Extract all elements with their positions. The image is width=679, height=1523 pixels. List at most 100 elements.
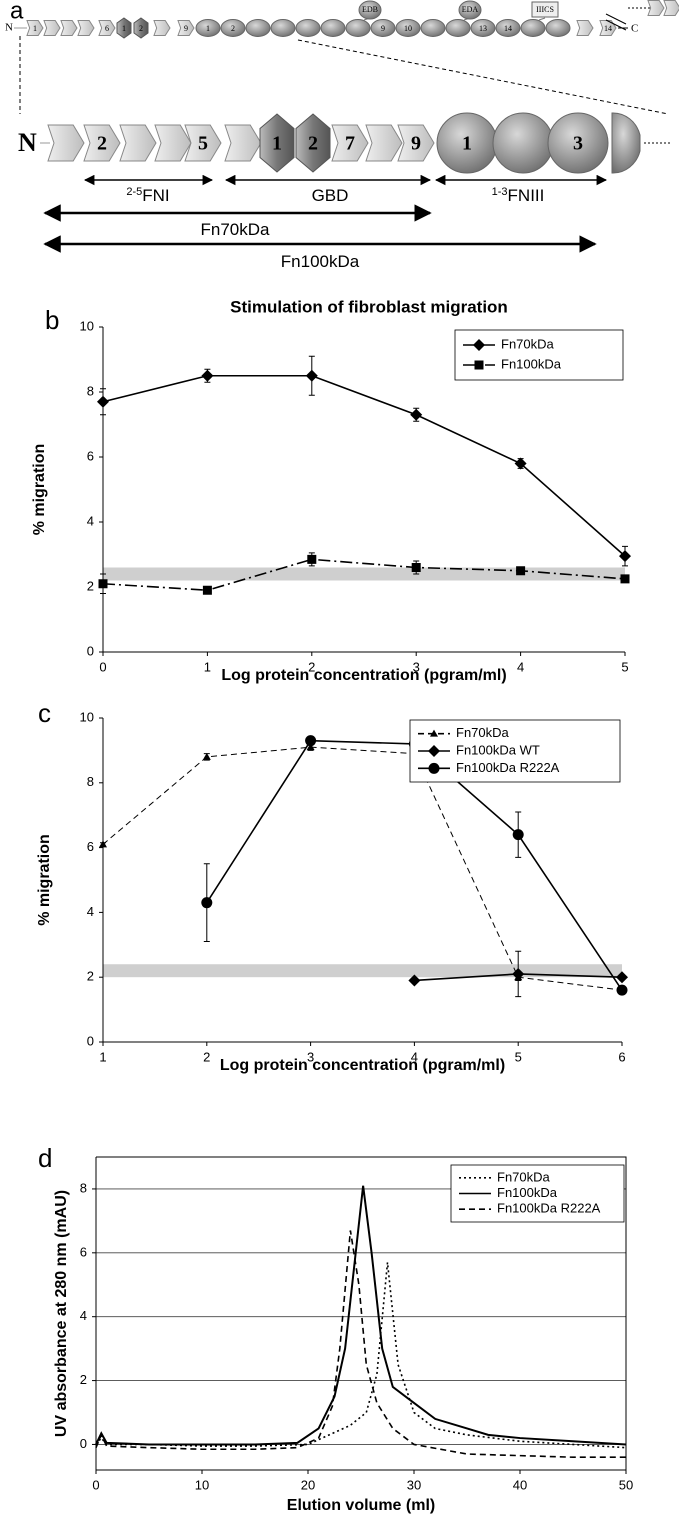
range-text: Fn70kDa <box>201 220 271 239</box>
fn-type-i-module <box>153 20 171 36</box>
module-number: 1 <box>33 24 37 33</box>
fn-type-i-module <box>43 20 61 36</box>
x-tick-label: 5 <box>515 1049 522 1064</box>
callout-label: EDA <box>462 5 479 14</box>
callout-stalk <box>538 17 546 21</box>
fn-type-i-module <box>98 20 116 36</box>
data-point <box>201 369 214 382</box>
fn-type-i-module <box>77 20 95 36</box>
module-number: 5 <box>198 133 208 155</box>
fn-type-iii-module <box>345 19 371 37</box>
panel-label: c <box>38 698 51 728</box>
data-point <box>305 369 318 382</box>
module-number: 13 <box>479 24 487 33</box>
y-tick-label: 6 <box>87 839 94 854</box>
module-number: 3 <box>573 133 583 155</box>
series-line <box>102 558 626 592</box>
fn-type-i-module <box>177 20 195 36</box>
x-tick-label: 6 <box>618 1049 625 1064</box>
module-number: 1 <box>122 24 126 33</box>
y-tick-label: 0 <box>87 1033 94 1048</box>
module-number: 10 <box>404 24 412 33</box>
fn-type-iii-module <box>445 19 471 37</box>
legend-label: Fn70kDa <box>501 336 555 351</box>
y-tick-label: 10 <box>80 709 94 724</box>
x-tick-label: 20 <box>301 1477 315 1492</box>
legend-marker <box>428 745 440 757</box>
fn-type-i-module <box>663 0 679 16</box>
data-point <box>616 984 628 996</box>
series-line <box>95 1262 627 1449</box>
callout-label: EDB <box>362 5 378 14</box>
c-terminus: C <box>631 23 638 35</box>
fn-type-iii-module <box>470 19 496 37</box>
n-terminus: N <box>18 128 37 157</box>
range-superscript: 1-3 <box>492 186 508 198</box>
x-axis-label: Log protein concentration (pgram/ml) <box>221 667 506 684</box>
fn-type-iii-module <box>370 19 396 37</box>
y-tick-label: 2 <box>80 1372 87 1387</box>
series-line <box>102 746 623 991</box>
data-point <box>202 752 211 760</box>
reference-band <box>103 964 622 978</box>
module-number: 1 <box>272 133 282 155</box>
data-point <box>512 829 524 841</box>
module-number: 9 <box>381 24 385 33</box>
fn-type-iii-module <box>270 19 296 37</box>
data-point <box>516 566 526 576</box>
partial-module <box>611 112 641 174</box>
legend-marker <box>428 762 440 774</box>
module-number: 2 <box>308 133 318 155</box>
x-tick-label: 0 <box>99 659 106 674</box>
y-tick-label: 4 <box>80 1308 87 1323</box>
y-axis-label: % migration <box>31 444 48 536</box>
module-number: 9 <box>184 24 188 33</box>
x-tick-label: 4 <box>411 1049 418 1064</box>
fn-type-iii-module <box>520 19 546 37</box>
range-text: Fn100kDa <box>281 252 360 271</box>
panel-label: d <box>38 1143 52 1173</box>
fn-type-i-module <box>599 20 617 36</box>
y-tick-label: 0 <box>80 1436 87 1451</box>
range-superscript: 2-5 <box>126 186 142 198</box>
series-line <box>95 1185 627 1446</box>
fn-type-iii-module <box>395 19 421 37</box>
data-point <box>305 735 317 747</box>
x-axis-label: Log protein concentration (pgram/ml) <box>220 1057 505 1074</box>
legend-label: Fn100kDa <box>501 356 562 371</box>
fn-type-i-module <box>224 124 262 162</box>
data-point <box>98 579 108 589</box>
panel-label: a <box>10 0 24 24</box>
fn-type-iii-module <box>220 19 246 37</box>
data-point <box>306 743 315 751</box>
y-tick-label: 8 <box>80 1180 87 1195</box>
legend-marker <box>430 729 438 737</box>
panel-label: b <box>45 305 59 335</box>
fn-type-iii-module <box>492 112 554 174</box>
range-label: GBD <box>312 186 349 205</box>
data-point <box>97 395 109 408</box>
data-point <box>201 897 213 909</box>
fn-type-i-module <box>576 20 594 36</box>
legend-label: Fn100kDa WT <box>456 742 540 757</box>
x-tick-label: 2 <box>308 659 315 674</box>
y-tick-label: 8 <box>87 383 94 398</box>
x-axis-label: Elution volume (ml) <box>287 1497 435 1514</box>
disulfide <box>605 13 627 31</box>
range-label: 1-3FNIII <box>492 186 545 206</box>
fn-type-i-module <box>26 20 44 36</box>
x-tick-label: 30 <box>407 1477 421 1492</box>
x-tick-label: 5 <box>621 659 628 674</box>
fn-type-iii-module <box>547 112 609 174</box>
fn-type-iii-module <box>195 19 221 37</box>
module-number: 14 <box>504 24 512 33</box>
fn-type-iii-module <box>245 19 271 37</box>
data-point <box>512 967 525 980</box>
data-point <box>307 554 317 564</box>
range-text: GBD <box>312 186 349 205</box>
y-tick-label: 8 <box>87 774 94 789</box>
fn-type-iii-module <box>295 19 321 37</box>
module-number: 1 <box>462 133 472 155</box>
y-axis-label: % migration <box>36 834 53 926</box>
